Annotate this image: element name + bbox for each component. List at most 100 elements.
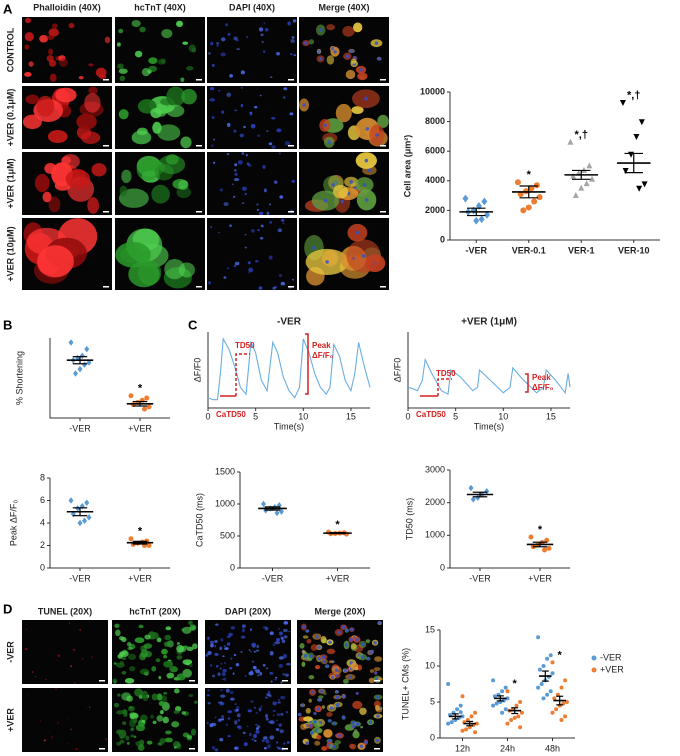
cell-stain: [262, 626, 267, 629]
cell-stain: [180, 77, 185, 83]
cell-stain: [236, 713, 241, 718]
cell-stain: [261, 41, 264, 44]
cell-stain: [159, 738, 166, 744]
cell-stain: [88, 63, 94, 67]
cell-stain: [351, 106, 364, 114]
cell-stain: [256, 649, 260, 652]
data-point: [628, 151, 635, 158]
data-point: [449, 720, 454, 725]
data-point: [536, 635, 541, 640]
data-point: [500, 689, 505, 694]
data-point: [550, 710, 555, 715]
cell-stain: [248, 649, 251, 652]
cell-stain: [269, 735, 275, 740]
cell-stain: [265, 717, 269, 721]
cell-stain: [353, 728, 358, 734]
cell-stain: [274, 679, 277, 681]
cell-stain: [280, 281, 286, 286]
cell-stain: [191, 47, 197, 53]
cell-stain: [335, 103, 352, 123]
cell-stain: [219, 667, 222, 670]
data-point: [146, 404, 152, 410]
cell-stain: [350, 642, 357, 650]
cell-stain: [119, 636, 124, 641]
data-point: [578, 184, 585, 191]
scale-bar: [288, 145, 294, 147]
cell-stain: [328, 660, 334, 664]
cell-stain: [228, 632, 233, 637]
y-tick-label: 4000: [425, 175, 445, 185]
cell-stain: [144, 634, 151, 640]
nucleus-stain: [335, 703, 340, 708]
data-point: [545, 692, 550, 697]
y-tick-label: 8000: [425, 116, 445, 126]
cell-stain: [291, 36, 295, 39]
cell-stain: [269, 631, 274, 636]
significance: *,†: [575, 129, 588, 141]
cell-stain: [279, 152, 281, 155]
cell-stain: [162, 716, 169, 724]
data-point: [478, 215, 485, 224]
td50-bracket: [437, 378, 452, 396]
annotation: CaTD50: [416, 410, 446, 419]
data-point: [528, 185, 535, 192]
data-point: [641, 181, 648, 188]
nucleus-stain: [332, 721, 337, 726]
cell-stain: [117, 63, 124, 69]
cell-stain: [214, 644, 217, 648]
data-point: [446, 682, 451, 686]
cell-stain: [308, 675, 315, 680]
cell-stain: [223, 645, 227, 648]
cell-stain: [113, 662, 117, 665]
cell-stain: [256, 203, 259, 206]
cell-stain: [377, 677, 383, 681]
data-point: [572, 192, 579, 198]
data-point: [503, 707, 508, 712]
nucleus-stain: [367, 168, 372, 173]
nucleus-stain: [355, 722, 360, 726]
cell-stain: [176, 644, 184, 653]
cell-stain: [220, 638, 224, 642]
cell-stain: [119, 739, 125, 744]
cell-stain: [72, 648, 76, 651]
cell-stain: [219, 718, 222, 721]
nucleus-stain: [348, 675, 353, 679]
nucleus-stain: [364, 198, 369, 202]
data-point: [501, 698, 506, 703]
cell-stain: [171, 721, 180, 728]
x-tick-label: 15: [346, 411, 356, 421]
nucleus-stain: [355, 637, 359, 642]
cell-stain: [48, 731, 50, 733]
cell-stain: [292, 19, 297, 23]
nucleus-stain: [351, 721, 356, 725]
cell-stain: [186, 66, 194, 71]
data-point: [505, 689, 510, 694]
cell-stain: [207, 638, 210, 641]
nucleus-stain: [345, 628, 349, 633]
cell-stain: [152, 720, 157, 725]
cell-stain: [265, 27, 269, 32]
data-point: [548, 689, 553, 694]
scale-bar: [380, 145, 386, 147]
nucleus-stain: [302, 625, 306, 629]
cell-stain: [314, 665, 321, 670]
cell-stain: [163, 654, 168, 659]
x-tick-label: -VER: [465, 245, 487, 255]
nucleus-stain: [337, 733, 342, 738]
cell-stain: [182, 645, 189, 649]
panel-label: B: [3, 317, 12, 332]
cell-stain: [268, 203, 272, 206]
cell-stain: [176, 642, 180, 645]
nucleus-stain: [343, 668, 348, 673]
nucleus-stain: [377, 56, 381, 61]
cell-stain: [216, 44, 219, 47]
cell-stain: [58, 58, 69, 67]
cell-stain: [68, 22, 75, 29]
y-tick-label: 6: [40, 495, 45, 505]
cell-stain: [314, 740, 321, 746]
nucleus-stain: [323, 123, 327, 128]
cell-stain: [249, 628, 252, 631]
cell-stain: [291, 180, 296, 183]
cell-stain: [161, 648, 168, 655]
data-point: [518, 725, 523, 730]
